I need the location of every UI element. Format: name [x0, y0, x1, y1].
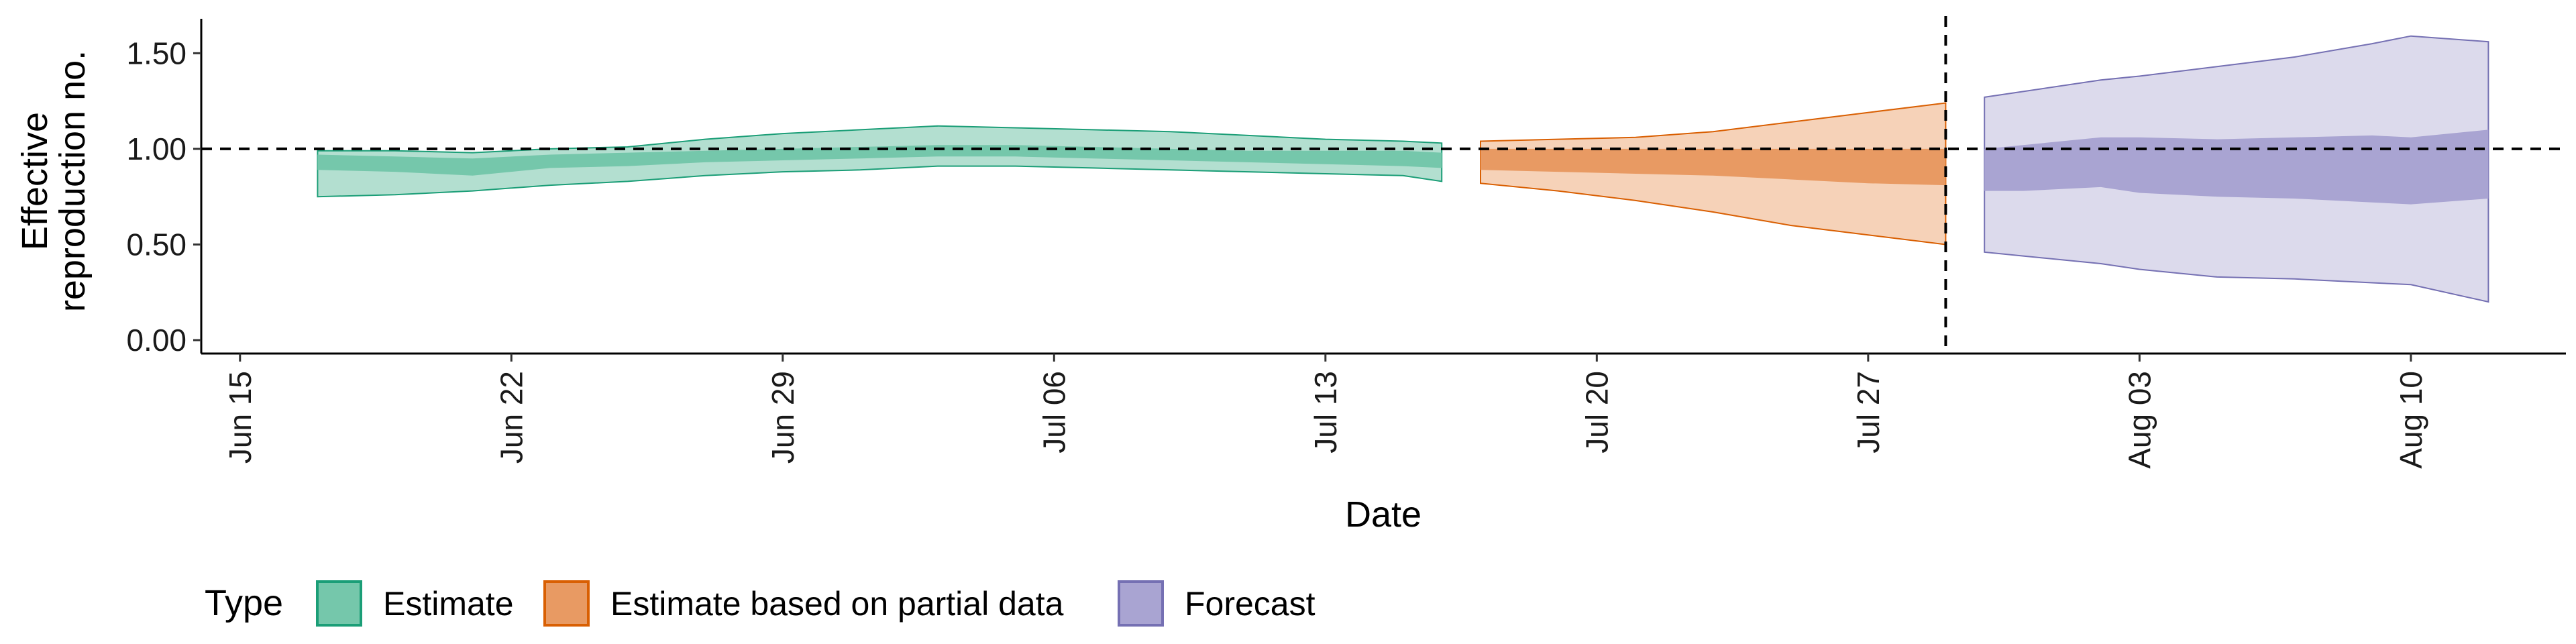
estimate-based-on-partial-data-inner-ribbon: [1481, 148, 1946, 186]
x-tick-label: Jul 13: [1308, 371, 1343, 453]
legend-key-forecast: [1118, 580, 1164, 627]
legend-key-estimate: [316, 580, 362, 627]
x-tick-label: Jul 20: [1579, 371, 1614, 453]
axes: 0.00 0.50 1.00 1.50 Jun 15 Jun 22 Jun 29 Jul 06…: [126, 19, 2566, 469]
y-axis-title-line1: Effective: [15, 112, 55, 250]
x-tick-label: Jul 06: [1036, 371, 1071, 453]
y-tick-label: 1.50: [126, 36, 186, 70]
y-tick-label: 0.50: [126, 227, 186, 262]
x-tick-label: Aug 03: [2122, 371, 2157, 469]
legend-key-estimate-based-on-partial-data: [543, 580, 590, 627]
x-tick-label: Jun 22: [494, 371, 529, 464]
x-tick-label: Aug 10: [2394, 371, 2428, 469]
estimate-inner-ribbon: [317, 145, 1442, 176]
legend: Type Estimate Estimate based on partial d…: [205, 580, 1316, 627]
legend-label: Forecast: [1185, 585, 1316, 623]
x-tick-label: Jul 27: [1851, 371, 1886, 453]
ribbon-layer: [317, 35, 2489, 303]
x-tick-label: Jun 15: [223, 371, 258, 464]
x-tick-label: Jun 29: [765, 371, 800, 464]
legend-label: Estimate based on partial data: [610, 585, 1064, 623]
y-tick-label: 1.00: [126, 131, 186, 166]
estimate-outer-ribbon: [317, 125, 1443, 198]
x-axis-title: Date: [1345, 494, 1421, 535]
legend-title: Type: [205, 583, 283, 623]
y-tick-label: 0.00: [126, 323, 186, 358]
y-axis-title-line2: reproduction no.: [52, 50, 93, 312]
legend-label: Estimate: [383, 585, 514, 623]
